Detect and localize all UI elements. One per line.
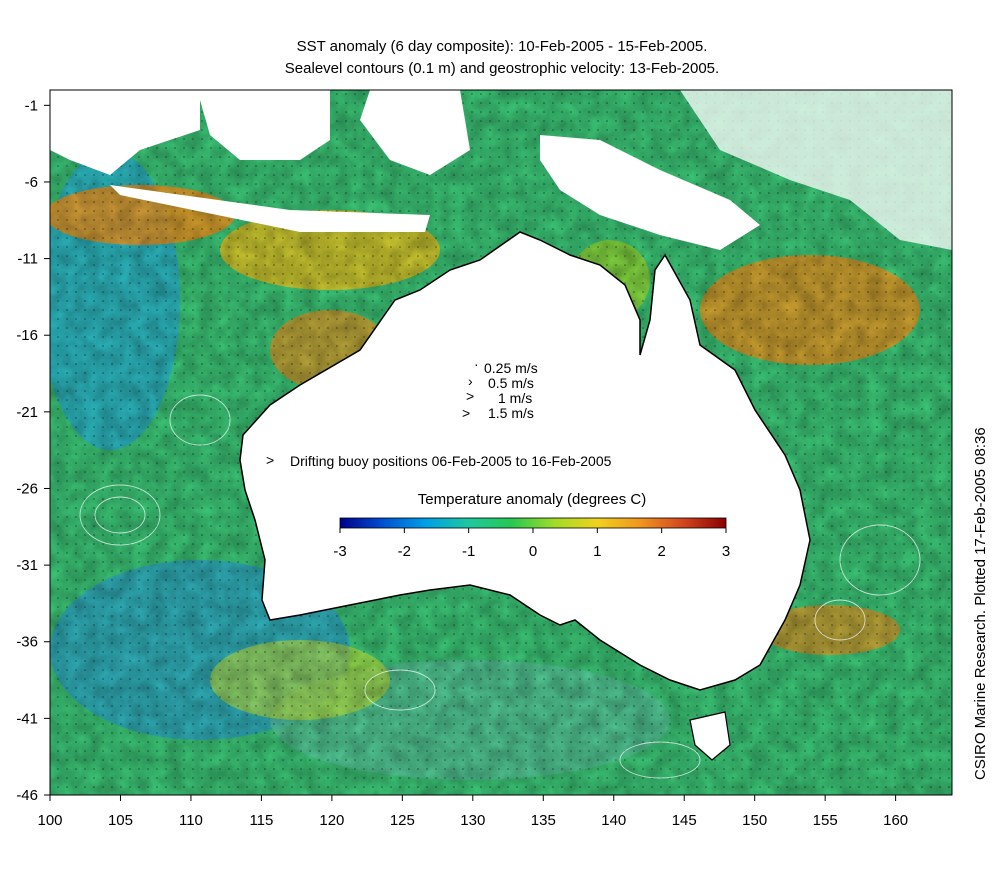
colorbar-tick-label: -1 xyxy=(462,543,475,560)
land-sulawesi xyxy=(360,90,470,175)
colorbar-tick-label: -2 xyxy=(398,543,411,560)
velocity-legend: · 0.25 m/s › 0.5 m/s > 1 m/s > 1.5 m/s xyxy=(462,356,538,421)
colorbar-tick-label: 1 xyxy=(593,543,601,560)
lon-tick-label: 145 xyxy=(672,812,697,829)
land-borneo xyxy=(120,90,330,160)
colorbar: Temperature anomaly (degrees C) -3 -2 -1 0 1… xyxy=(333,491,730,560)
colorbar-ticks: -3 -2 -1 0 1 2 3 xyxy=(333,528,730,560)
lat-tick-label: -46 xyxy=(16,787,38,804)
lat-tick-label: -6 xyxy=(25,174,38,191)
lon-tick-label: 100 xyxy=(37,812,62,829)
sst-anomaly-field xyxy=(50,90,952,795)
lat-tick-label: -36 xyxy=(16,634,38,651)
colorbar-tick-label: 3 xyxy=(722,543,730,560)
lon-tick-label: 125 xyxy=(390,812,415,829)
buoy-legend-label: Drifting buoy positions 06-Feb-2005 to 1… xyxy=(290,453,612,469)
arrow-glyph-medium: > xyxy=(466,388,474,404)
sealevel-contours xyxy=(79,394,921,779)
colorbar-ramp xyxy=(339,517,727,529)
lon-tick-label: 135 xyxy=(531,812,556,829)
buoy-marker-icon: > xyxy=(266,452,274,468)
velocity-legend-item: 1 m/s xyxy=(498,390,532,406)
lat-tick-label: -26 xyxy=(16,480,38,497)
colorbar-tick-label: 0 xyxy=(529,543,537,560)
lon-tick-label: 105 xyxy=(108,812,133,829)
latitude-axis: -1 -6 -11 -16 -21 -26 -31 -36 -41 -46 xyxy=(16,97,50,804)
lat-tick-label: -11 xyxy=(17,251,38,268)
lon-tick-label: 130 xyxy=(460,812,485,829)
longitude-axis: 100 105 110 115 120 125 130 135 140 145 150 155 160 xyxy=(37,795,908,829)
colorbar-tick-label: 2 xyxy=(657,543,665,560)
lon-tick-label: 155 xyxy=(813,812,838,829)
lon-tick-label: 160 xyxy=(883,812,908,829)
credit-text: CSIRO Marine Research. Plotted 17-Feb-20… xyxy=(972,427,989,780)
arrow-glyph-small: · xyxy=(474,356,479,372)
lat-tick-label: -16 xyxy=(16,327,38,344)
land-java-lesser-sunda xyxy=(110,185,430,232)
land-sumatra xyxy=(50,90,200,175)
colorbar-tick-label: -3 xyxy=(333,543,346,560)
lat-tick-label: -21 xyxy=(16,404,38,421)
lat-tick-label: -41 xyxy=(16,710,38,727)
arrow-glyph-small: › xyxy=(468,373,473,389)
land-australia xyxy=(239,231,811,691)
lon-tick-label: 120 xyxy=(319,812,344,829)
lat-tick-label: -31 xyxy=(16,557,38,574)
velocity-legend-item: 0.5 m/s xyxy=(488,375,534,391)
velocity-legend-item: 0.25 m/s xyxy=(484,360,538,376)
arrow-glyph-large: > xyxy=(462,405,470,421)
colorbar-title: Temperature anomaly (degrees C) xyxy=(418,491,646,508)
lat-tick-label: -1 xyxy=(25,97,38,114)
lon-tick-label: 115 xyxy=(249,812,273,829)
velocity-legend-item: 1.5 m/s xyxy=(488,405,534,421)
lon-tick-label: 110 xyxy=(179,812,203,829)
map-title-line1: SST anomaly (6 day composite): 10-Feb-20… xyxy=(296,38,708,55)
lon-tick-label: 140 xyxy=(601,812,626,829)
land-pacific-islands xyxy=(680,90,952,250)
map-title-line2: Sealevel contours (0.1 m) and geostrophi… xyxy=(284,60,720,77)
plot-frame xyxy=(49,89,953,796)
land-tasmania xyxy=(689,711,731,761)
land-new-guinea xyxy=(540,135,760,250)
lon-tick-label: 150 xyxy=(742,812,767,829)
buoy-legend: > Drifting buoy positions 06-Feb-2005 to… xyxy=(266,452,612,469)
